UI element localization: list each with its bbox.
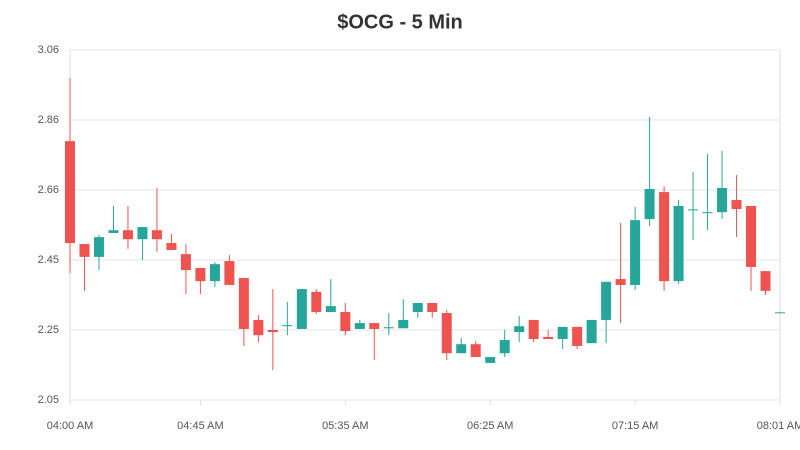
candle-body — [267, 330, 278, 333]
candle-body — [311, 291, 322, 312]
candle-body — [282, 325, 293, 327]
candle-body — [427, 302, 438, 312]
x-tick-label: 04:00 AM — [47, 420, 93, 432]
y-tick-label: 2.05 — [38, 394, 59, 406]
candle-body — [731, 200, 742, 210]
candle-body — [630, 220, 641, 285]
candle-body — [93, 237, 104, 257]
candle-body — [470, 344, 481, 358]
chart-title: $OCG - 5 Min — [337, 11, 463, 33]
candle-body — [151, 230, 162, 240]
candle-body — [673, 205, 684, 282]
candle-body — [79, 244, 90, 257]
candle-body — [354, 323, 365, 329]
x-tick-label: 06:25 AM — [467, 420, 513, 432]
candle-body — [688, 209, 699, 211]
candle-body — [195, 267, 206, 282]
plot-frame — [69, 49, 781, 401]
x-tick-label: 05:35 AM — [322, 420, 368, 432]
candle-body — [325, 306, 336, 312]
candle-body — [166, 243, 177, 250]
candle-body — [108, 230, 119, 233]
candle-body — [340, 311, 351, 332]
candle-body — [514, 326, 525, 333]
candle-body — [456, 344, 467, 354]
candle-body — [572, 326, 583, 346]
x-tick-label: 08:01 AM — [757, 420, 800, 432]
candle-body — [485, 357, 496, 363]
candle-body — [601, 281, 612, 320]
candle-body — [180, 254, 191, 271]
candle-body — [253, 319, 264, 336]
candle-body — [528, 319, 539, 340]
y-tick-label: 2.25 — [38, 324, 59, 336]
candle-body — [209, 264, 220, 282]
candle-body — [717, 187, 728, 213]
candle-body — [224, 261, 235, 285]
candle-body — [644, 188, 655, 220]
candle-body — [543, 336, 554, 340]
candle-body — [615, 279, 626, 285]
candle-body — [369, 323, 380, 329]
candle-body — [412, 302, 423, 312]
candle-body — [760, 271, 771, 291]
y-tick-label: 3.06 — [38, 44, 59, 56]
candle-body — [702, 212, 713, 214]
y-tick-label: 2.66 — [38, 184, 59, 196]
candle-body — [441, 313, 452, 354]
candle-body — [65, 141, 75, 244]
candle-body — [398, 319, 409, 329]
candle-body — [499, 340, 510, 354]
y-tick-label: 2.86 — [38, 114, 59, 126]
x-tick-label: 04:45 AM — [177, 420, 223, 432]
x-tick-label: 07:15 AM — [612, 420, 658, 432]
candle-body — [557, 326, 568, 340]
candle-body — [586, 319, 597, 344]
candle-body — [775, 312, 785, 314]
candle-body — [137, 227, 148, 240]
candle-body — [122, 230, 133, 240]
candle-body — [296, 289, 307, 329]
candle-body — [383, 327, 394, 329]
candle-body — [659, 192, 670, 282]
y-tick-label: 2.45 — [38, 254, 59, 266]
candle-body — [746, 205, 757, 267]
candle-body — [238, 278, 249, 329]
